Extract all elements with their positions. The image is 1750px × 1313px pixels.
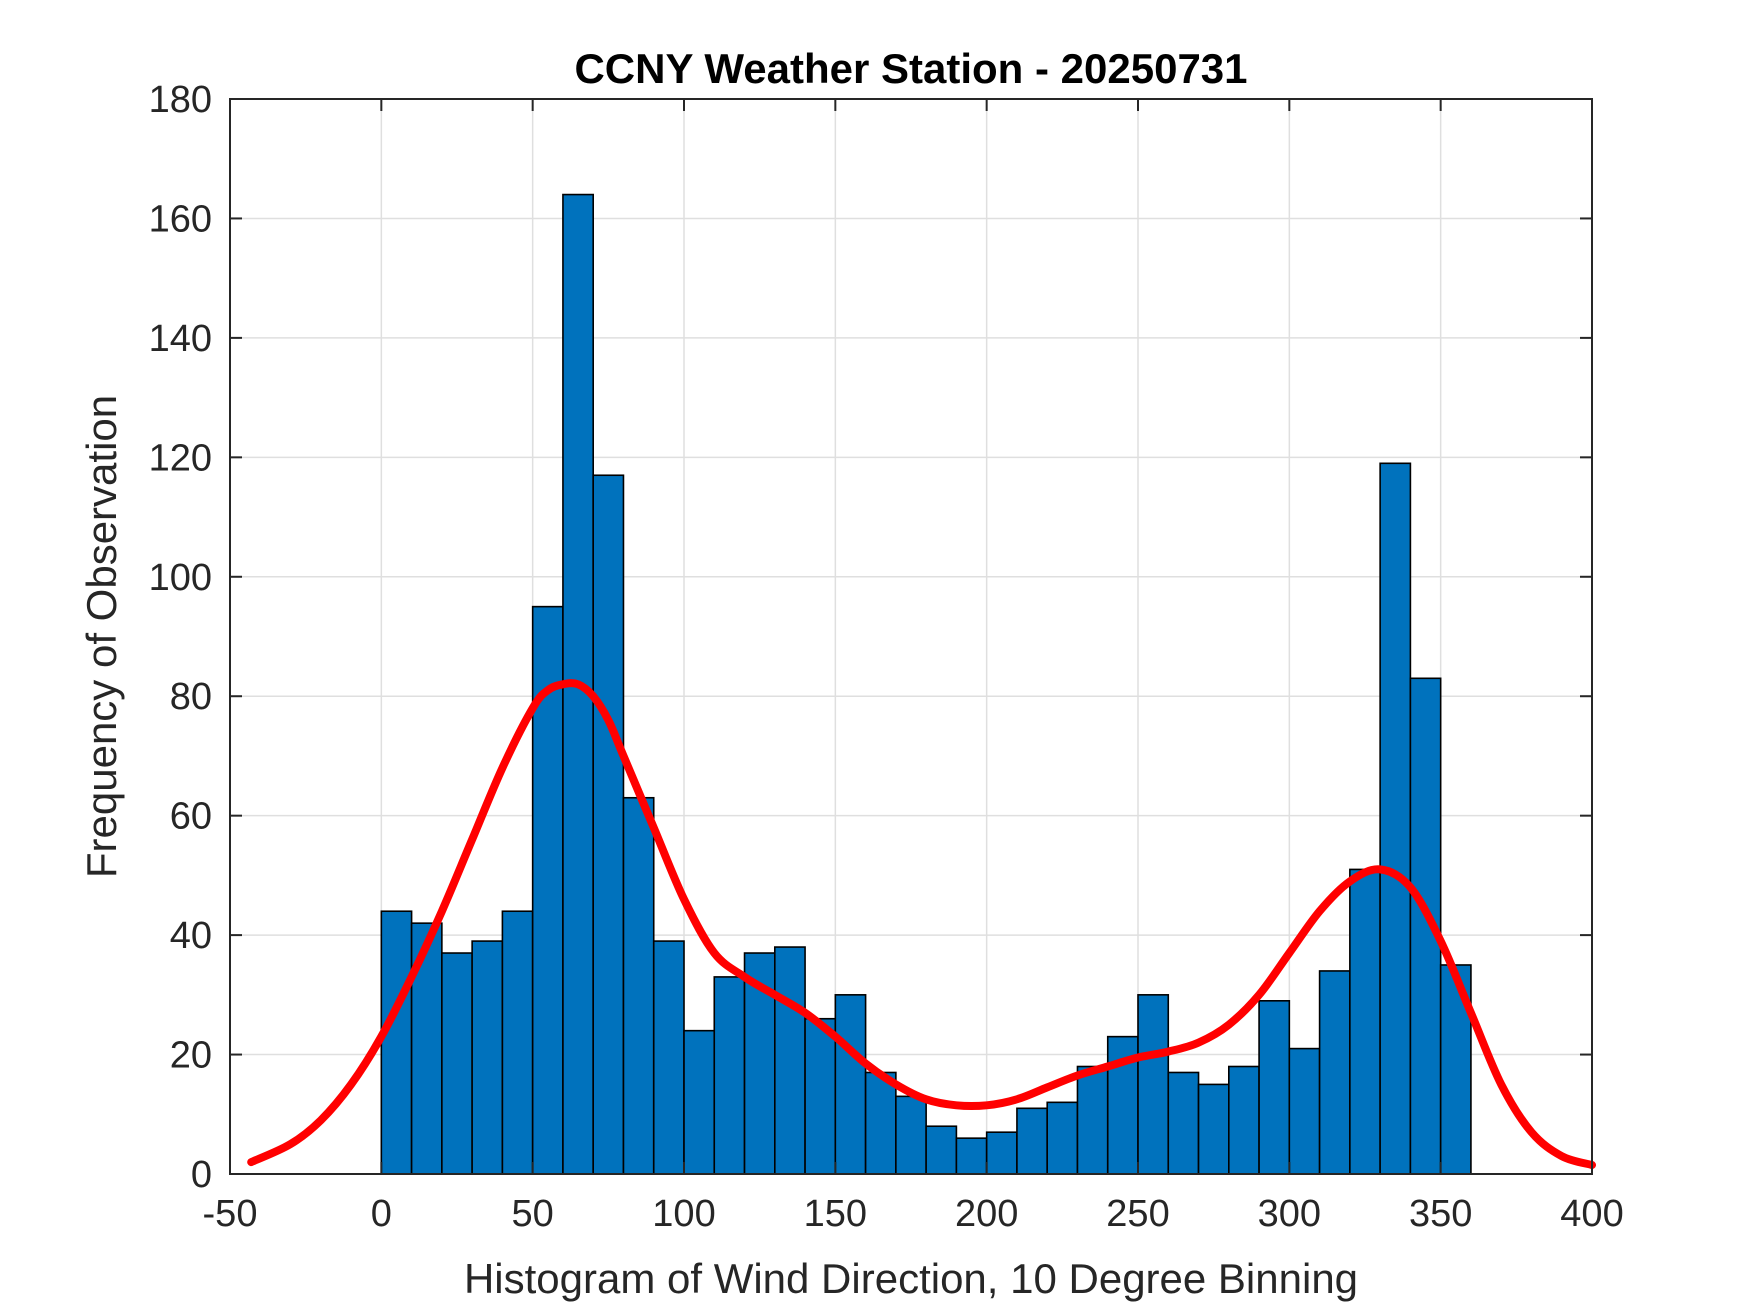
histogram-bar bbox=[1076, 1065, 1109, 1175]
histogram-bar bbox=[471, 940, 504, 1175]
y-tick-label: 100 bbox=[149, 557, 212, 599]
x-tick-label: 400 bbox=[1560, 1193, 1623, 1235]
y-axis-label: Frequency of Observation bbox=[78, 395, 125, 878]
x-tick-label: 50 bbox=[512, 1193, 554, 1235]
x-tick-label: -50 bbox=[203, 1193, 258, 1235]
histogram-bar bbox=[1379, 462, 1412, 1175]
y-tick-label: 20 bbox=[170, 1035, 212, 1077]
histogram-bar bbox=[622, 796, 655, 1175]
x-tick-label: 300 bbox=[1258, 1193, 1321, 1235]
histogram-bar bbox=[773, 946, 806, 1175]
x-tick-label: 100 bbox=[652, 1193, 715, 1235]
y-tick-label: 40 bbox=[170, 915, 212, 957]
histogram-bar bbox=[925, 1125, 958, 1175]
histogram-bar bbox=[652, 940, 685, 1175]
histogram-bar bbox=[804, 1017, 837, 1175]
axis-ticks bbox=[229, 98, 1593, 1175]
histogram-bar bbox=[1046, 1101, 1079, 1175]
histogram-bar bbox=[1228, 1065, 1260, 1175]
y-tick-label: 160 bbox=[149, 198, 212, 240]
chart-title: CCNY Weather Station - 20250731 bbox=[574, 45, 1247, 92]
histogram-bar bbox=[1167, 1071, 1200, 1175]
histogram-bar bbox=[713, 976, 746, 1175]
histogram-bar bbox=[1409, 677, 1442, 1175]
y-tick-label: 80 bbox=[170, 676, 212, 718]
x-tick-label: 0 bbox=[371, 1193, 392, 1235]
histogram-bar bbox=[1318, 970, 1351, 1175]
density-curve bbox=[247, 679, 1596, 1169]
histogram-bar bbox=[592, 474, 625, 1175]
histogram-bar bbox=[1016, 1107, 1049, 1175]
histogram-bar bbox=[1137, 994, 1170, 1175]
x-tick-label: 150 bbox=[804, 1193, 867, 1235]
x-tick-label: 200 bbox=[955, 1193, 1018, 1235]
x-tick-label: 250 bbox=[1106, 1193, 1169, 1235]
y-tick-labels: 0 20 40 60 80 100 120 140 160 180 bbox=[149, 79, 212, 1196]
y-tick-label: 120 bbox=[149, 437, 212, 479]
x-tick-label: 350 bbox=[1409, 1193, 1472, 1235]
histogram-bar bbox=[1258, 1000, 1291, 1175]
x-axis-label: Histogram of Wind Direction, 10 Degree B… bbox=[464, 1255, 1358, 1302]
histogram-bar bbox=[380, 910, 413, 1175]
axes-box bbox=[229, 98, 1593, 1175]
histogram-bar bbox=[1197, 1083, 1230, 1175]
histogram-bar bbox=[864, 1071, 897, 1175]
y-tick-label: 140 bbox=[149, 318, 212, 360]
y-tick-label: 180 bbox=[149, 79, 212, 121]
histogram-bar bbox=[441, 952, 473, 1175]
y-tick-label: 60 bbox=[170, 796, 212, 838]
histogram-bar bbox=[985, 1131, 1018, 1175]
histogram-bar bbox=[955, 1137, 988, 1175]
histogram-bar bbox=[895, 1095, 927, 1175]
histogram-bar bbox=[1349, 868, 1381, 1175]
x-tick-labels: -50 0 50 100 150 200 250 300 350 400 bbox=[203, 1193, 1624, 1235]
histogram-bar bbox=[834, 994, 867, 1175]
histogram-bar bbox=[683, 1029, 716, 1175]
histogram-bar bbox=[1288, 1047, 1321, 1175]
y-tick-label: 0 bbox=[191, 1154, 212, 1196]
histogram-bar bbox=[501, 910, 534, 1175]
